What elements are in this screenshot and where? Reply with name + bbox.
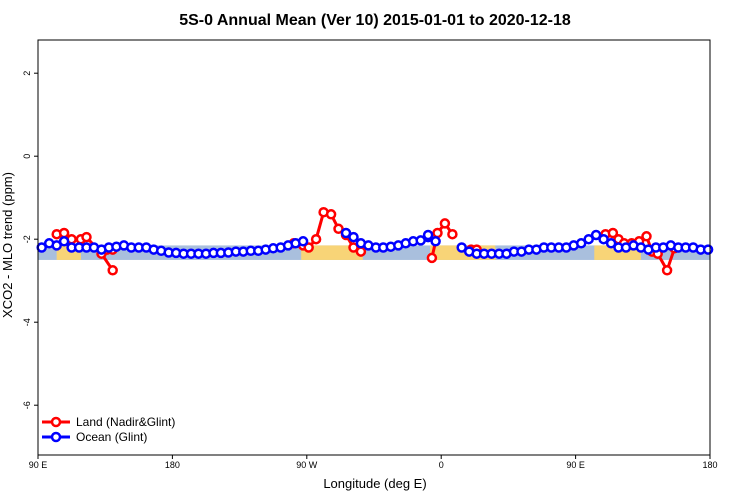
y-axis: -6 -4 -2 0 2: [22, 71, 38, 409]
series-0-point: [439, 218, 451, 229]
series-0-point: [641, 231, 652, 242]
series-0-point: [426, 252, 438, 264]
y-tick-label: 2: [22, 71, 32, 76]
series-0-point: [310, 233, 322, 245]
series-1-point: [297, 236, 309, 247]
series-0-point: [303, 242, 314, 253]
series-0-point: [333, 223, 344, 235]
legend-item: Ocean (Glint): [42, 430, 147, 444]
series-0-point: [432, 227, 443, 239]
legend-label: Land (Nadir&Glint): [76, 415, 175, 429]
land-band-1: [301, 245, 363, 260]
series-0-point: [107, 265, 118, 276]
series-0-point: [661, 265, 673, 276]
series-1-point: [51, 240, 62, 251]
plot-frame: [37, 39, 711, 456]
legend-swatch-marker: [50, 431, 62, 443]
series-1-point: [430, 236, 441, 247]
series-1-point: [598, 233, 609, 245]
x-axis-label: Longitude (deg E): [323, 476, 426, 491]
series-1-point: [456, 242, 467, 253]
y-tick-label: -4: [22, 318, 32, 326]
y-tick-label: -2: [22, 235, 32, 243]
x-tick-label: 90 E: [566, 460, 585, 470]
series-1-point: [340, 227, 352, 239]
series-1-point: [58, 236, 70, 247]
series-layer: [36, 206, 714, 276]
series-0-point: [348, 242, 359, 253]
x-tick-label: 0: [439, 460, 444, 470]
series-0-point: [58, 227, 70, 239]
x-tick-label: 180: [702, 460, 717, 470]
series-1-point: [605, 238, 617, 249]
legend-swatch-marker: [50, 416, 62, 428]
series-0-point: [355, 246, 367, 257]
series-1-point: [583, 233, 594, 245]
series-1-point: [575, 238, 587, 249]
x-axis: 90 E 180 90 W 0 90 E 180: [29, 455, 718, 470]
series-1: [36, 227, 714, 259]
x-tick-label: 180: [165, 460, 180, 470]
legend: Land (Nadir&Glint)Ocean (Glint): [42, 415, 175, 444]
x-tick-label: 90 W: [296, 460, 318, 470]
series-1-point: [422, 229, 434, 241]
y-tick-label: -6: [22, 401, 32, 409]
legend-label: Ocean (Glint): [76, 430, 147, 444]
series-1-point: [348, 231, 359, 243]
series-0-point: [447, 228, 458, 240]
series-1-point: [590, 229, 602, 241]
x-tick-label: 90 E: [29, 460, 48, 470]
series-0-point: [81, 231, 92, 243]
series-0-point: [607, 227, 619, 239]
legend-item: Land (Nadir&Glint): [42, 415, 175, 429]
series-0-point: [325, 209, 337, 220]
series-1-point: [702, 244, 714, 255]
chart-title: 5S-0 Annual Mean (Ver 10) 2015-01-01 to …: [179, 12, 571, 29]
y-axis-label: XCO2 - MLO trend (ppm): [0, 172, 15, 318]
y-tick-label: 0: [22, 154, 32, 159]
